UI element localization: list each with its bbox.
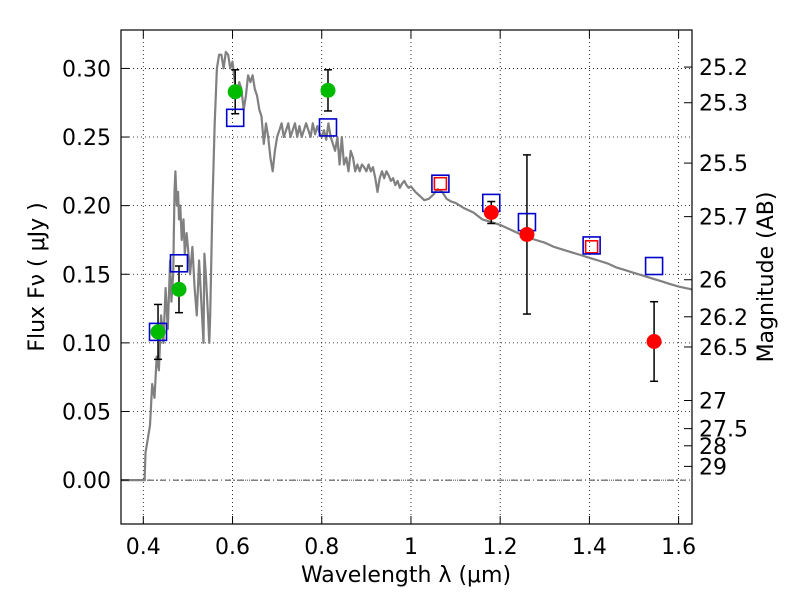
model-square [644, 256, 664, 276]
x-axis: 0.4 0.6 0.8 1 1.2 1.4 1.6 [126, 30, 696, 560]
plot-frame [120, 29, 693, 525]
y-tick-label: 0.10 [62, 332, 111, 357]
y-tick-label: 0.20 [62, 195, 111, 220]
data-point [227, 84, 243, 100]
model-square [431, 174, 450, 193]
series-line [121, 50, 693, 482]
y-tick-label: 0.15 [62, 263, 111, 288]
data-point [150, 324, 166, 340]
model-square [582, 236, 601, 255]
y2-tick-label: 25.5 [699, 152, 748, 177]
data-points [148, 69, 664, 383]
x-tick-label: 1 [404, 535, 418, 560]
model-square [169, 253, 189, 273]
y2-tick-label: 26 [699, 269, 727, 294]
model-square [225, 108, 245, 128]
y2-tick-label: 25.2 [699, 56, 748, 81]
y2-tick-label: 27.5 [699, 418, 748, 443]
y2-tick-label: 26.5 [699, 336, 748, 361]
model-square [584, 240, 599, 254]
model-square [148, 322, 168, 342]
data-point [171, 281, 187, 297]
y2-tick-label: 25.7 [699, 206, 748, 231]
x-tick-label: 0.8 [304, 535, 339, 560]
x-tick-label: 1.2 [483, 535, 518, 560]
data-point [320, 82, 336, 98]
sed-model-line [121, 50, 693, 482]
y2-tick-label: 29 [699, 455, 727, 480]
x-tick-label: 1.6 [661, 535, 696, 560]
y2-tick-label: 27 [699, 390, 727, 415]
data-point [646, 333, 662, 349]
x-tick-label: 0.6 [215, 535, 250, 560]
model-square [318, 118, 338, 137]
y2-axis-title: Magnitude (AB) [754, 192, 779, 363]
y-tick-label: 0.05 [62, 400, 111, 425]
model-square [433, 176, 448, 191]
x-axis-title: Wavelength λ (μm) [301, 563, 511, 588]
x-tick-label: 0.4 [126, 535, 161, 560]
y-tick-label: 0.00 [62, 469, 111, 494]
data-point [483, 205, 499, 221]
y-tick-label: 0.25 [62, 126, 111, 151]
y2-tick-label: 25.3 [699, 92, 748, 117]
y2-tick-label: 26.2 [699, 306, 748, 331]
data-point [519, 226, 535, 242]
y2-tick-label: 28 [699, 435, 727, 460]
x-tick-label: 1.4 [572, 535, 607, 560]
y-axis-title: Flux Fν ( μJy ) [25, 202, 50, 351]
y-tick-label: 0.30 [62, 57, 111, 82]
y-axis: 0.00 0.05 0.10 0.15 0.20 0.25 0.30 [62, 57, 129, 494]
